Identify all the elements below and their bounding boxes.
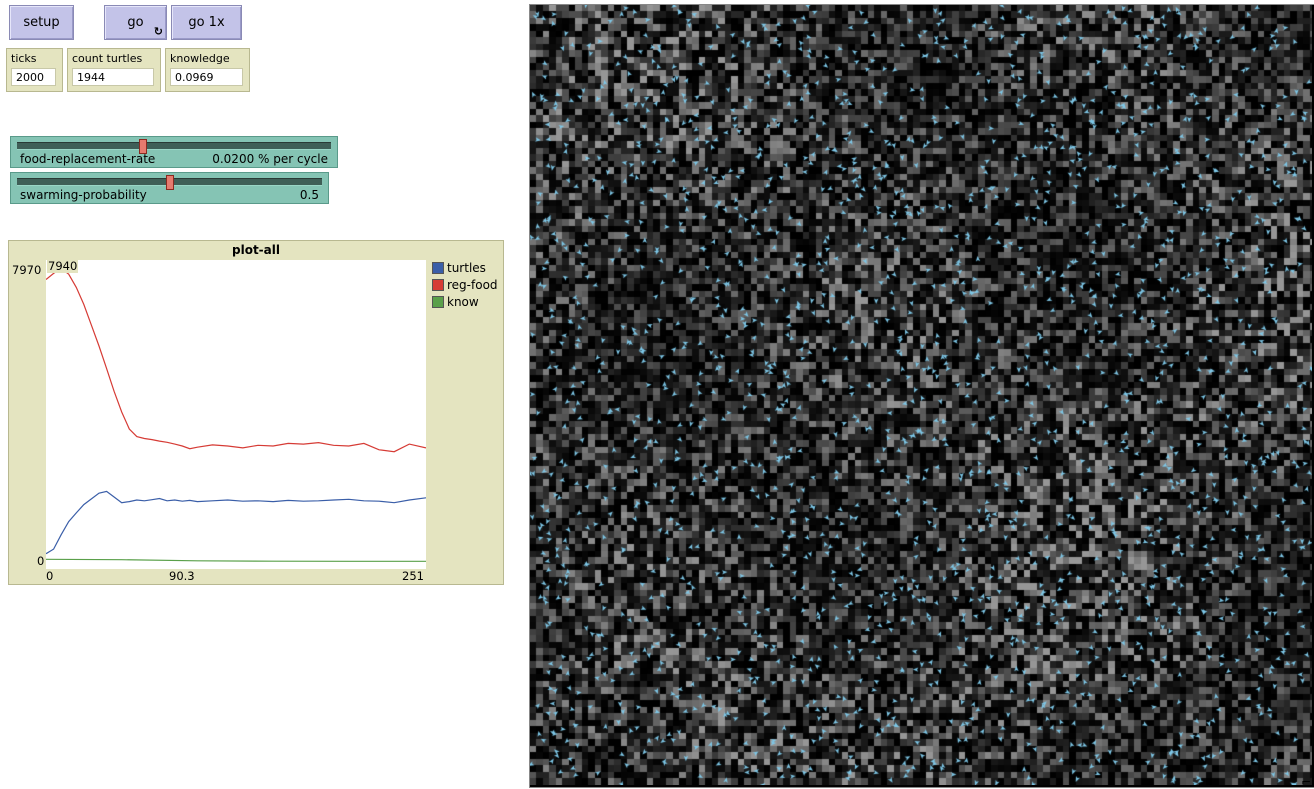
- go-forever-button[interactable]: go ↻: [104, 5, 167, 40]
- setup-button-label: setup: [23, 15, 60, 30]
- swarming-probability-slider[interactable]: swarming-probability 0.5: [10, 172, 329, 204]
- knowledge-monitor: knowledge 0.0969: [165, 48, 250, 92]
- legend-swatch-turtles: [432, 261, 444, 274]
- plot-x-min-label: 0: [46, 569, 54, 583]
- food-replacement-rate-handle[interactable]: [138, 139, 147, 154]
- setup-button[interactable]: setup: [9, 5, 74, 40]
- swarming-probability-value: 0.5: [299, 188, 319, 202]
- plot-svg: [45, 267, 427, 562]
- legend-item-know: know: [432, 293, 498, 310]
- series-line-reg-food: [45, 267, 427, 453]
- count-turtles-monitor: count turtles 1944: [67, 48, 161, 92]
- series-line-know: [45, 558, 426, 562]
- plot-y-max-label: 7970: [12, 263, 42, 277]
- plot-x-mid-label: 90.3: [169, 569, 195, 583]
- plot-legend: turtles reg-food know: [432, 259, 498, 310]
- go-once-button[interactable]: go 1x: [171, 5, 242, 40]
- legend-swatch-reg-food: [432, 278, 444, 291]
- go-button-label: go: [127, 15, 144, 30]
- food-replacement-rate-slider[interactable]: food-replacement-rate 0.0200 % per cycle: [10, 136, 338, 168]
- legend-swatch-know: [432, 295, 444, 308]
- count-turtles-monitor-value: 1944: [72, 68, 154, 86]
- legend-label-know: know: [447, 294, 479, 309]
- plot-y-max-badge: 7940: [47, 259, 79, 273]
- plot-title: plot-all: [232, 243, 280, 257]
- legend-label-turtles: turtles: [447, 260, 486, 275]
- go-once-button-label: go 1x: [188, 15, 225, 30]
- food-replacement-rate-value: 0.0200 % per cycle: [212, 152, 328, 166]
- plot-all-widget: plot-all 7970 7940 0 0 90.3 251 turtles …: [8, 240, 504, 585]
- knowledge-monitor-value: 0.0969: [170, 68, 243, 86]
- food-replacement-rate-label: food-replacement-rate: [20, 152, 156, 166]
- food-replacement-rate-track[interactable]: [17, 139, 331, 154]
- ticks-monitor-label: ticks: [11, 52, 37, 65]
- forever-loop-icon: ↻: [153, 25, 163, 38]
- swarming-probability-handle[interactable]: [165, 175, 174, 190]
- series-line-turtles: [45, 490, 427, 555]
- resize-corner-icon[interactable]: ⌐: [1301, 775, 1312, 789]
- legend-item-turtles: turtles: [432, 259, 498, 276]
- count-turtles-monitor-label: count turtles: [72, 52, 143, 65]
- world-view[interactable]: [529, 4, 1314, 788]
- swarming-probability-label: swarming-probability: [20, 188, 147, 202]
- plot-y-min-label: 0: [37, 554, 45, 568]
- world-canvas[interactable]: [530, 5, 1312, 785]
- swarming-probability-track[interactable]: [17, 175, 322, 190]
- legend-item-reg-food: reg-food: [432, 276, 498, 293]
- ticks-monitor-value: 2000: [11, 68, 56, 86]
- ticks-monitor: ticks 2000: [6, 48, 63, 92]
- knowledge-monitor-label: knowledge: [170, 52, 230, 65]
- plot-x-max-label: 251: [402, 569, 424, 583]
- legend-label-reg-food: reg-food: [447, 277, 498, 292]
- plot-area: [45, 260, 427, 569]
